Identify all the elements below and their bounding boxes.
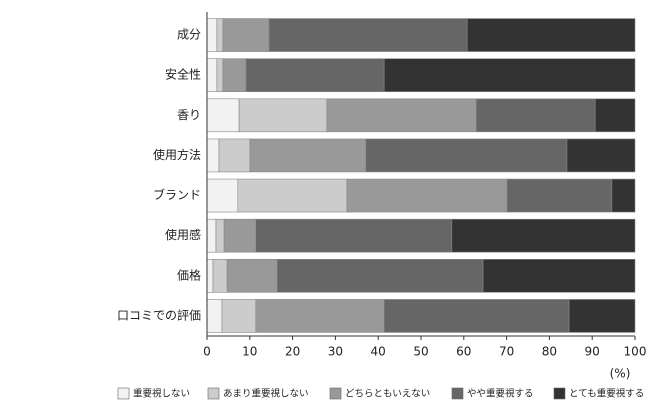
bar-segment	[245, 58, 385, 92]
bar-segment	[237, 178, 348, 213]
bar-segment	[466, 18, 636, 52]
bar-segment	[238, 98, 328, 133]
bar-segment	[475, 98, 596, 133]
bar-segment	[206, 299, 223, 333]
bar-segment	[268, 18, 468, 52]
x-tick-label: 60	[456, 345, 471, 359]
bar-segment	[206, 58, 218, 92]
bar-segment	[255, 299, 385, 333]
legend-swatch	[329, 387, 342, 400]
bar-segment	[506, 178, 613, 213]
y-tick-label: 口コミでの評価	[117, 307, 201, 322]
bar-segment	[249, 138, 367, 173]
legend-swatch	[553, 387, 566, 400]
bar-segment	[383, 58, 636, 92]
x-tick-label: 90	[585, 345, 600, 359]
x-tick-label: 100	[624, 345, 647, 359]
bar-segment	[218, 138, 251, 173]
x-tick-label: 30	[328, 345, 343, 359]
bar-segment	[221, 299, 257, 333]
bar-segment	[222, 58, 247, 92]
legend-swatch	[207, 387, 220, 400]
bar-segment	[206, 218, 217, 253]
legend-label: どちらともいえない	[345, 389, 430, 400]
bar-segment	[383, 299, 570, 333]
bar-segment	[206, 98, 240, 133]
bar-segment	[206, 18, 218, 52]
bar-segment	[216, 18, 224, 52]
y-tick-label: 香り	[177, 108, 201, 122]
y-tick-label: 使用感	[165, 227, 201, 242]
legend-label: とても重要視する	[569, 388, 644, 400]
x-tick-label: 10	[242, 345, 257, 359]
bar-segment	[365, 138, 568, 173]
bar-segment	[216, 58, 224, 92]
x-axis-label: (%)	[610, 367, 631, 381]
legend-swatch	[117, 387, 130, 400]
bar-segment	[222, 18, 270, 52]
bar-segment	[566, 138, 636, 173]
x-tick-label: 0	[203, 345, 211, 359]
y-tick-label: 成分	[177, 28, 201, 42]
bar-segment	[226, 259, 278, 293]
legend-label: 重要視しない	[133, 388, 190, 400]
bar-segment	[611, 178, 636, 213]
legend-label: やや重要視する	[467, 388, 534, 400]
y-tick-label: ブランド	[153, 187, 201, 202]
legend-swatch	[451, 387, 464, 400]
x-tick-label: 40	[371, 345, 386, 359]
x-tick-label: 50	[413, 345, 428, 359]
bar-segment	[206, 138, 220, 173]
bar-segment	[215, 218, 225, 253]
x-tick-label: 20	[285, 345, 300, 359]
bar-segment	[206, 178, 239, 213]
y-tick-label: 安全性	[165, 67, 201, 82]
bar-segment	[223, 218, 257, 253]
bar-segment	[594, 98, 636, 133]
bar-segment	[276, 259, 484, 293]
bar-segment	[326, 98, 477, 133]
legend-label: あまり重要視しない	[223, 388, 309, 400]
y-tick-label: 使用方法	[153, 147, 201, 162]
y-tick-label: 価格	[177, 267, 201, 282]
bar-segment	[568, 299, 636, 333]
bar-segment	[482, 259, 636, 293]
bar-segment	[206, 259, 214, 293]
bar-segment	[346, 178, 508, 213]
bar-segment	[255, 218, 453, 253]
bar-segment	[451, 218, 636, 253]
x-tick-label: 70	[499, 345, 514, 359]
x-tick-label: 80	[542, 345, 557, 359]
bar-segment	[212, 259, 228, 293]
